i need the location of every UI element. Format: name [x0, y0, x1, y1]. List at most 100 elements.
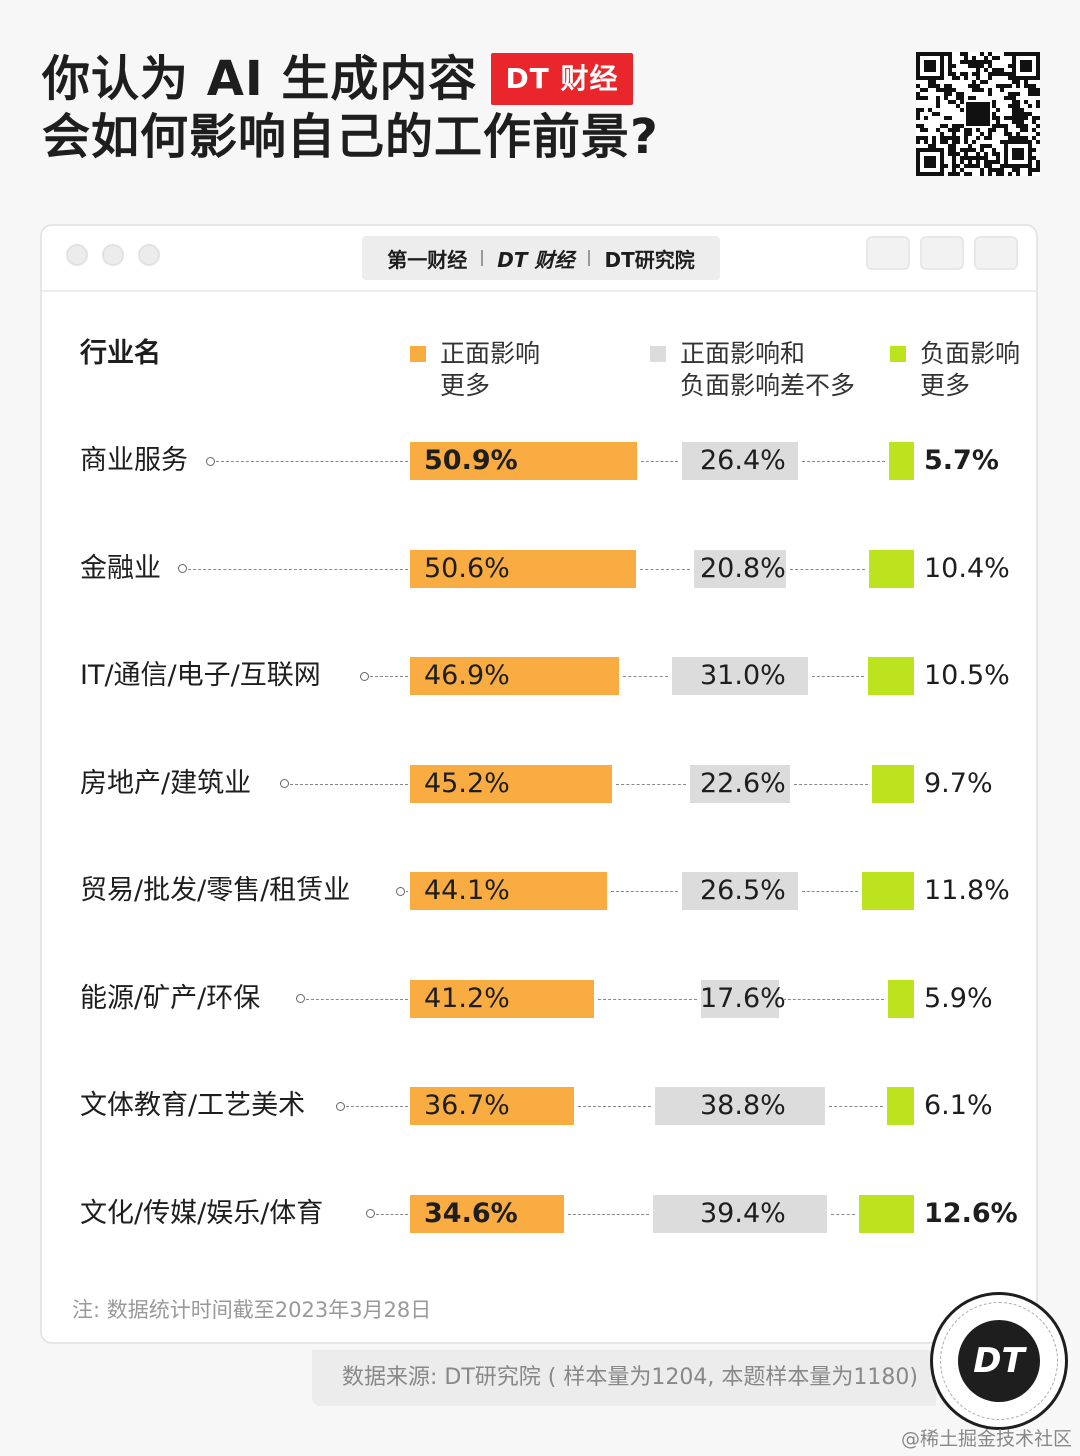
chart-title: 你认为 AI 生成内容 DT 财经 会如何影响自己的工作前景? [42, 50, 659, 166]
category-label: 文化/传媒/娱乐/体育 [80, 1197, 324, 1229]
bar-negative [868, 657, 914, 695]
bar-neutral [694, 549, 786, 588]
value-negative: 11.8% [924, 875, 1010, 906]
dt-badge-logo: DT [930, 1292, 1068, 1430]
maximize-icon[interactable] [138, 244, 160, 266]
value-positive: 44.1% [424, 875, 510, 906]
value-negative: 9.7% [924, 767, 993, 799]
value-neutral: 26.4% [700, 445, 786, 476]
record-icon[interactable] [866, 236, 910, 270]
legend-label-line-0: 正面影响 [440, 339, 541, 368]
legend-label-line-0: 负面影响 [920, 339, 1021, 368]
leader-line [615, 783, 687, 785]
value-neutral: 17.6% [700, 982, 786, 1014]
dt-brand-logo: DT 财经 [491, 53, 633, 105]
bar-positive [410, 1087, 574, 1125]
title-line-1: 你认为 AI 生成内容 [42, 51, 478, 107]
leader-line [577, 1106, 651, 1107]
category-label: 房地产/建筑业 [80, 767, 252, 799]
category-label: IT/通信/电子/互联网 [80, 660, 321, 691]
row-marker [336, 1101, 345, 1111]
bar-negative [887, 1087, 914, 1125]
bar-positive [410, 1194, 565, 1233]
close-icon[interactable] [66, 244, 88, 266]
category-label: 文体教育/工艺美术 [80, 1090, 306, 1121]
tabs-icon[interactable] [974, 236, 1018, 270]
value-neutral: 31.0% [700, 660, 786, 691]
leader-line [802, 461, 886, 462]
value-negative: 10.4% [924, 552, 1010, 584]
home-icon[interactable] [920, 236, 964, 270]
leader-line [406, 891, 408, 892]
value-negative: 5.9% [924, 982, 993, 1014]
leader-line [812, 676, 865, 677]
legend-entry-2: 负面影响 更多 [890, 338, 1020, 402]
bar-neutral [690, 764, 790, 803]
address-bar[interactable]: 第一财经 DT 财经 DT研究院 [362, 236, 720, 280]
value-negative: 10.5% [924, 660, 1010, 691]
leader-line [370, 676, 408, 677]
row-marker [366, 1209, 375, 1218]
value-negative: 12.6% [924, 1197, 1018, 1229]
value-positive: 46.9% [424, 660, 510, 691]
industry-header: 行业名 [80, 338, 161, 369]
bar-neutral [671, 657, 809, 695]
bar-neutral [701, 979, 779, 1018]
category-label: 贸易/批发/零售/租赁业 [80, 875, 351, 906]
bar-neutral [653, 1194, 827, 1233]
dt-brand-text: DT 财经 [505, 62, 619, 95]
bar-neutral [681, 442, 799, 480]
leader-line [568, 1213, 650, 1215]
legend-swatch [410, 346, 426, 362]
bar-neutral [654, 1087, 826, 1125]
legend-label-line-1: 更多 [440, 371, 491, 400]
value-neutral: 38.8% [700, 1090, 786, 1121]
window-titlebar: 第一财经 DT 财经 DT研究院 [42, 226, 1036, 292]
leader-line [793, 783, 868, 785]
bar-neutral [681, 872, 799, 910]
value-positive: 36.7% [424, 1090, 510, 1121]
value-neutral: 39.4% [700, 1197, 786, 1229]
leader-line [597, 998, 698, 1000]
minimize-icon[interactable] [102, 244, 124, 266]
category-label: 能源/矿产/环保 [80, 982, 261, 1014]
legend-entry-1: 正面影响和负面影响差不多 [650, 338, 855, 402]
data-source: 数据来源: DT研究院 ( 样本量为1204, 本题样本量为1180) [312, 1350, 936, 1406]
row-marker [206, 456, 215, 466]
value-neutral: 20.8% [700, 552, 786, 584]
watermark-credit: @稀土掘金技术社区 [900, 1428, 1072, 1450]
leader-line [782, 998, 885, 1000]
row-marker [178, 564, 187, 573]
leader-line [641, 461, 678, 462]
category-label: 金融业 [80, 552, 161, 584]
bar-negative [888, 979, 914, 1018]
row-marker [280, 779, 289, 788]
bar-negative [858, 1194, 914, 1233]
value-positive: 41.2% [424, 982, 510, 1014]
leader-line [376, 1213, 408, 1215]
title-line-2: 会如何影响自己的工作前景? [42, 109, 659, 165]
dt-research-logo: DT研究院 [604, 247, 695, 272]
row-marker [360, 671, 369, 681]
bar-positive [410, 764, 612, 803]
value-neutral: 26.5% [700, 875, 786, 906]
legend-swatch [650, 346, 666, 362]
value-negative: 5.7% [924, 445, 999, 476]
leader-line [789, 568, 865, 570]
leader-line [802, 891, 859, 892]
bar-positive [410, 872, 607, 910]
leader-line [830, 1213, 855, 1215]
legend-label: 正面影响 更多 [440, 338, 540, 402]
leader-line [306, 998, 408, 1000]
value-positive: 50.6% [424, 552, 510, 584]
leader-line [639, 568, 691, 570]
qr-code-icon[interactable] [916, 52, 1040, 176]
leader-line [290, 783, 408, 785]
bar-negative [871, 764, 914, 803]
legend-label-line-0: 正面影响和 [680, 339, 806, 368]
bar-positive [410, 442, 637, 480]
bar-positive [410, 979, 594, 1018]
legend-label-line-1: 负面影响差不多 [680, 371, 856, 400]
value-positive: 50.9% [424, 445, 518, 476]
footnote: 注: 数据统计时间截至2023年3月28日 [72, 1298, 432, 1322]
